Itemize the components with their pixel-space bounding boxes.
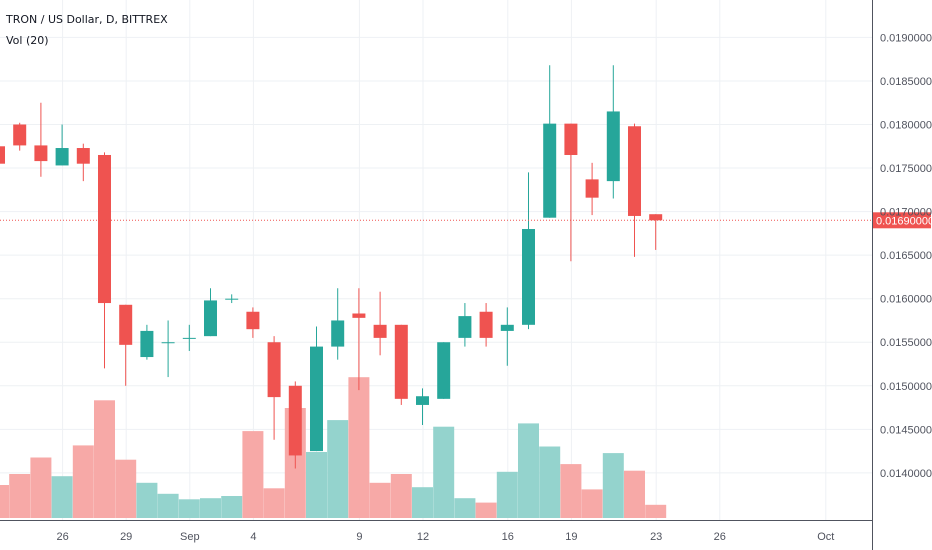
time-tick-label: 12 bbox=[417, 531, 429, 543]
volume-bar bbox=[263, 488, 285, 518]
volume-bar bbox=[412, 487, 433, 518]
candle-body bbox=[13, 124, 27, 146]
volume-bar bbox=[475, 502, 497, 518]
candle-body bbox=[585, 179, 599, 198]
volume-bar bbox=[51, 476, 73, 518]
candle-body bbox=[564, 123, 578, 155]
candle-body bbox=[416, 396, 429, 405]
volume-indicator-label[interactable]: Vol (20) bbox=[6, 34, 49, 47]
last-price-label: 0.01690000 bbox=[876, 215, 932, 227]
candle-body bbox=[606, 111, 620, 182]
volume-bar bbox=[0, 485, 9, 518]
grid-lines bbox=[0, 0, 872, 520]
time-tick-label: 9 bbox=[356, 531, 362, 543]
candle-body bbox=[522, 229, 535, 325]
volume-bar bbox=[94, 400, 115, 518]
candle-body bbox=[76, 148, 90, 164]
chart-legend: TRON / US Dollar, D, BITTREX Vol (20) bbox=[6, 9, 168, 51]
volume-bar bbox=[9, 474, 31, 518]
volume-bar bbox=[348, 377, 370, 518]
candle-body bbox=[310, 346, 323, 452]
candle-body bbox=[373, 324, 387, 338]
time-tick-label: 4 bbox=[250, 531, 256, 543]
candle-body bbox=[500, 324, 514, 331]
candle-body bbox=[55, 148, 69, 166]
volume-bar bbox=[539, 446, 561, 518]
volume-bar bbox=[306, 452, 327, 518]
candle-body bbox=[267, 342, 281, 398]
candle-body bbox=[119, 304, 133, 345]
volume-bar bbox=[602, 453, 624, 518]
candlesticks bbox=[0, 65, 663, 469]
time-tick-label: 29 bbox=[120, 531, 132, 543]
candle-body bbox=[649, 214, 663, 221]
volume-bar bbox=[369, 482, 391, 518]
volume-bars bbox=[0, 377, 667, 518]
candle-body bbox=[225, 298, 239, 300]
volume-bar bbox=[518, 423, 539, 518]
candle-body bbox=[543, 123, 557, 218]
time-tick-label: 19 bbox=[565, 531, 577, 543]
candle-body bbox=[331, 320, 345, 347]
candle-body bbox=[288, 385, 302, 456]
volume-bar bbox=[242, 431, 264, 518]
volume-bar bbox=[645, 504, 667, 518]
volume-bar bbox=[221, 496, 243, 518]
candle-body bbox=[437, 342, 451, 399]
volume-bar bbox=[327, 420, 349, 518]
time-tick-label: 26 bbox=[56, 531, 68, 543]
volume-bar bbox=[136, 482, 158, 518]
volume-bar bbox=[178, 499, 200, 518]
time-tick-label: Sep bbox=[180, 531, 200, 543]
last-price-tag bbox=[873, 212, 931, 229]
candle-body bbox=[204, 300, 217, 337]
candle-body bbox=[628, 126, 641, 216]
volume-bar bbox=[560, 464, 582, 518]
candle-body bbox=[98, 154, 111, 304]
candle-body bbox=[34, 145, 48, 162]
volume-bar bbox=[581, 489, 603, 518]
candle-body bbox=[182, 337, 196, 339]
volume-bar bbox=[624, 470, 645, 518]
candle-body bbox=[394, 324, 408, 399]
time-axis[interactable]: 26 29 Sep 4 9 12 16 19 23 26 Oct bbox=[0, 520, 873, 544]
time-tick-label: 23 bbox=[650, 531, 662, 543]
candle-body bbox=[458, 316, 472, 338]
time-tick-label: Oct bbox=[817, 531, 834, 543]
symbol-title[interactable]: TRON / US Dollar, D, BITTREX bbox=[6, 13, 168, 26]
time-tick-label: 16 bbox=[502, 531, 514, 543]
volume-bar bbox=[433, 426, 455, 518]
volume-bar bbox=[390, 474, 412, 518]
volume-bar bbox=[200, 498, 221, 518]
candle-body bbox=[161, 342, 175, 344]
volume-bar bbox=[454, 498, 476, 518]
candle-body bbox=[479, 311, 493, 338]
last-price-line: 0.01690000 bbox=[0, 212, 932, 229]
candle-body bbox=[352, 313, 366, 318]
candle-body bbox=[0, 146, 5, 164]
volume-bar bbox=[72, 445, 94, 518]
volume-bar bbox=[115, 459, 137, 518]
volume-bar bbox=[157, 493, 179, 518]
volume-bar bbox=[30, 457, 52, 518]
price-tick-label: 0.01900000 bbox=[880, 32, 932, 44]
volume-bar bbox=[496, 471, 518, 518]
time-tick-label: 26 bbox=[714, 531, 726, 543]
candle-body bbox=[246, 311, 260, 330]
candle-body bbox=[140, 330, 154, 358]
